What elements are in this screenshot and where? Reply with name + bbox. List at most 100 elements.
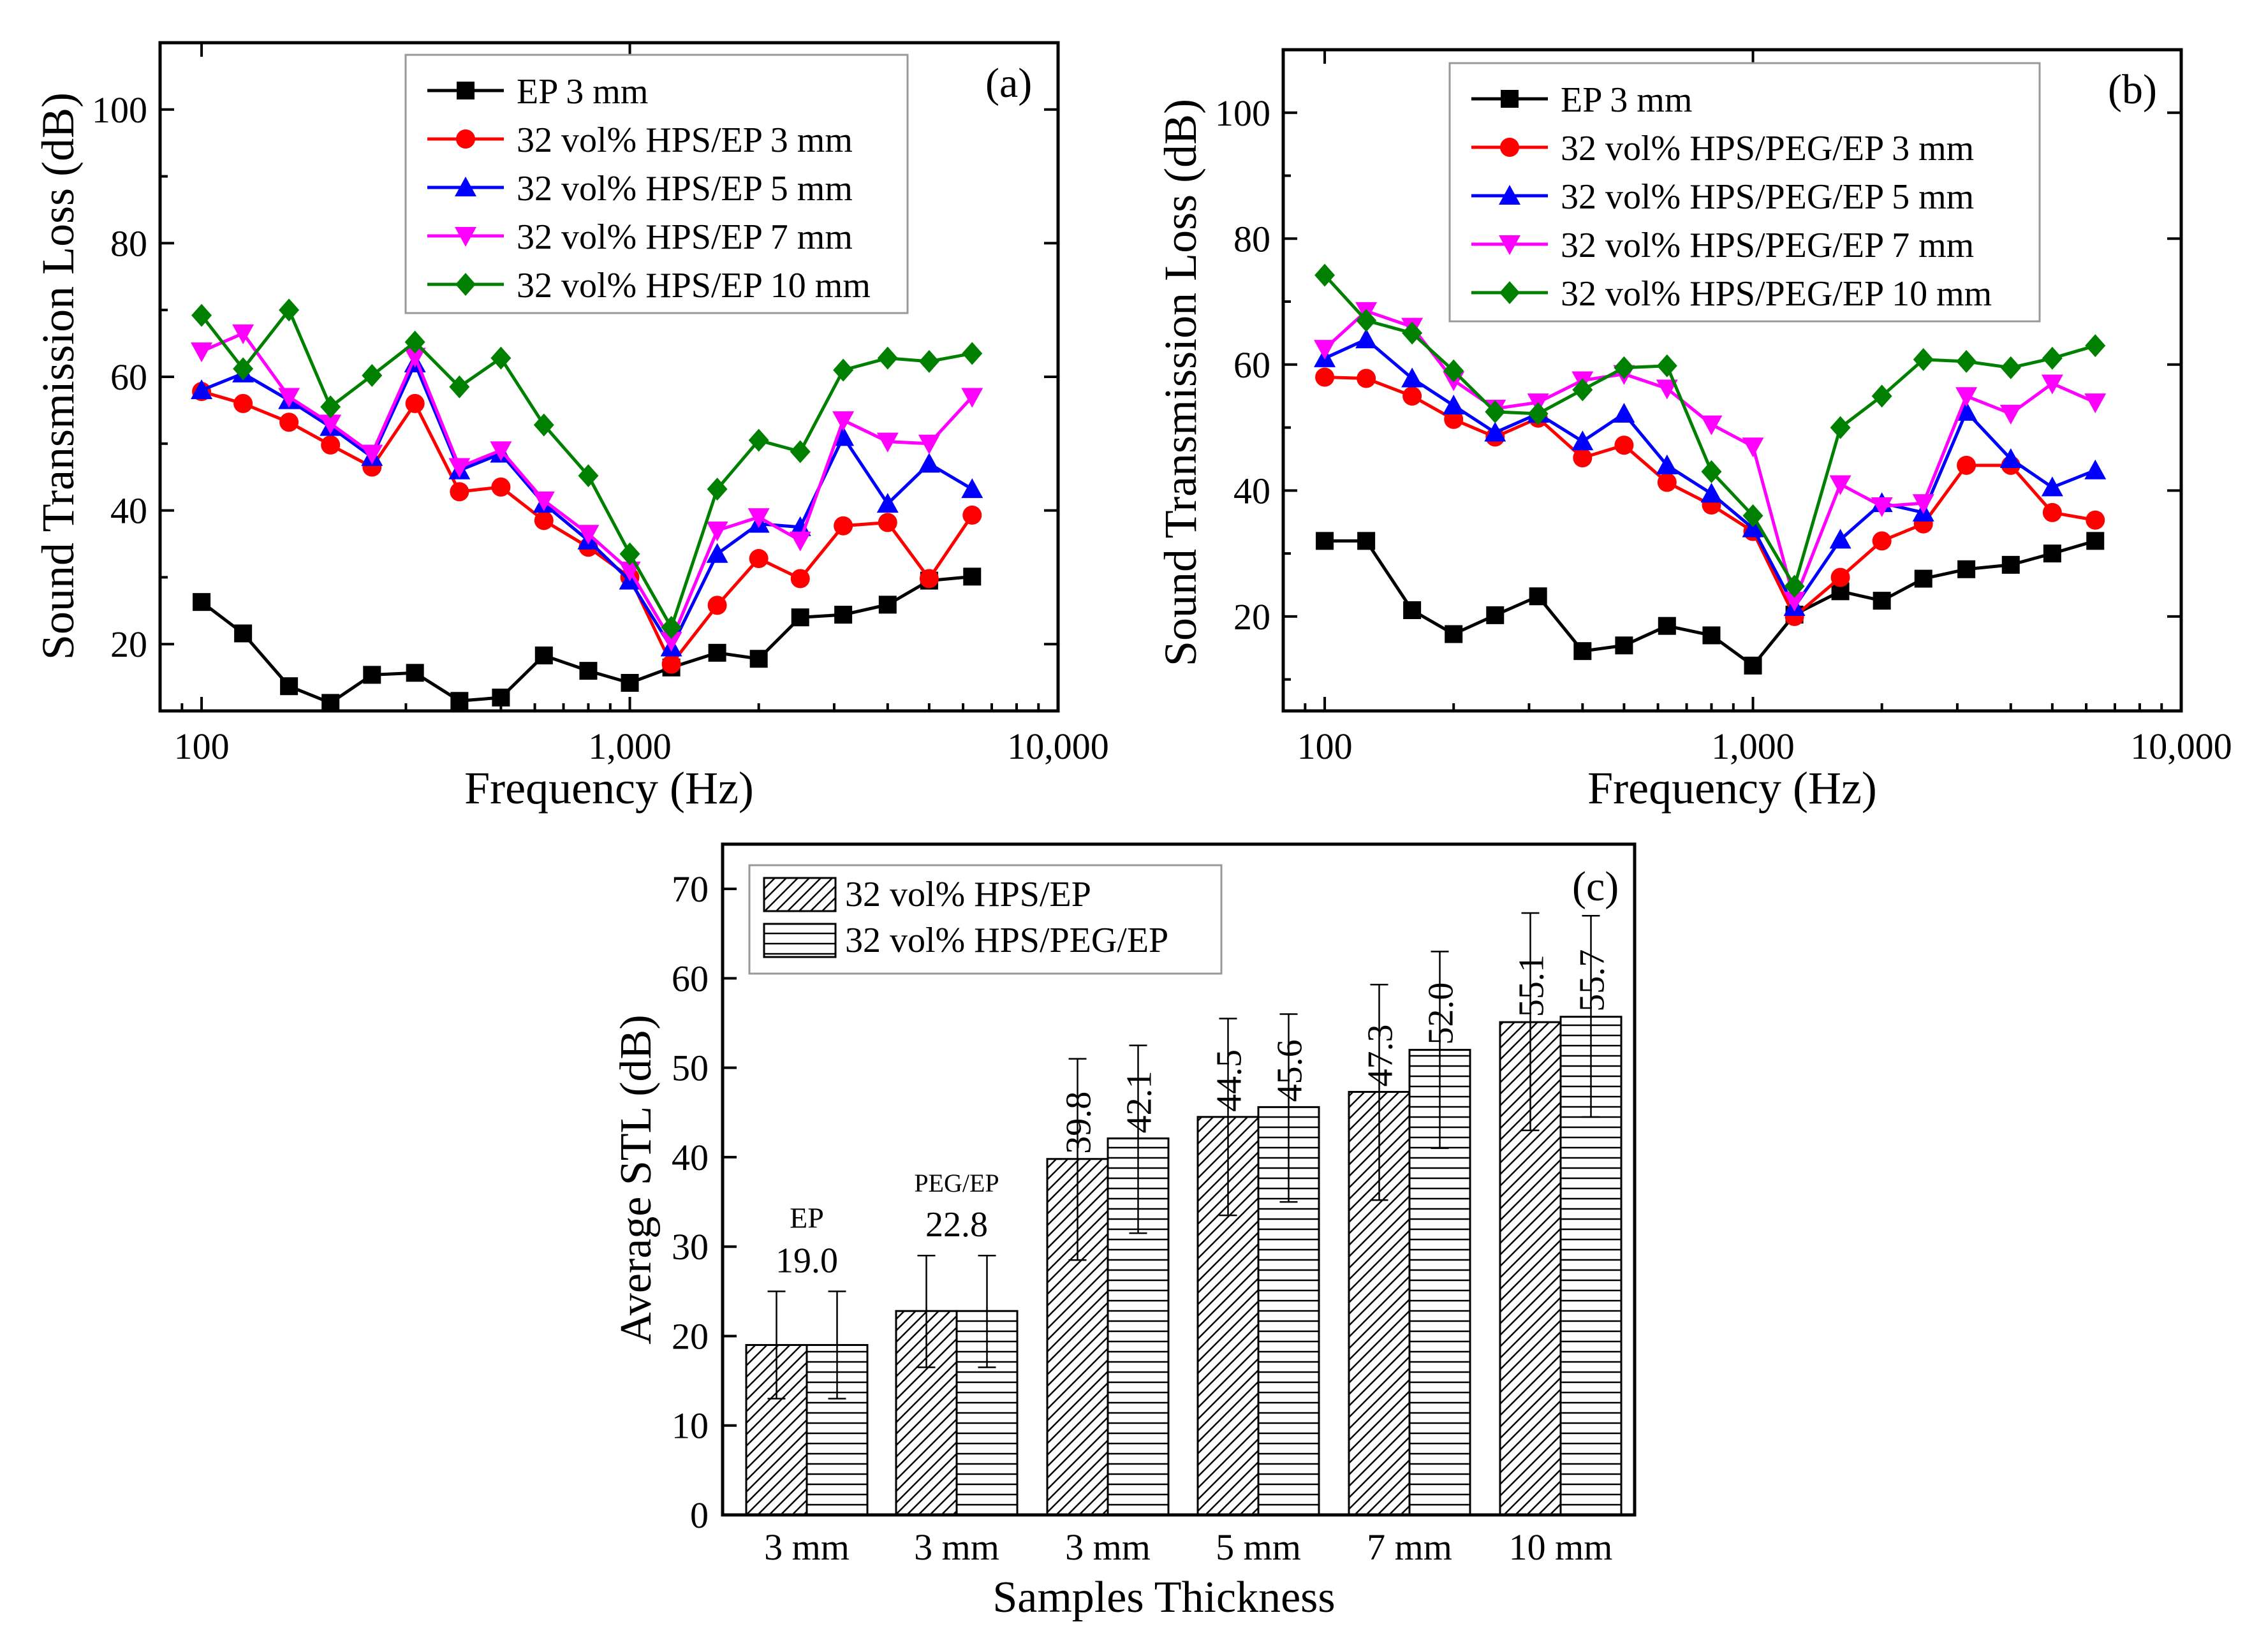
data-point (661, 654, 681, 674)
data-point (2086, 532, 2105, 550)
data-point (191, 379, 213, 399)
panel-a-label: (a) (985, 60, 1032, 106)
data-point (707, 478, 728, 501)
legend-label: 32 vol% HPS/EP 7 mm (517, 217, 853, 257)
data-point (707, 596, 727, 615)
x-tick-label: 3 mm (1065, 1526, 1151, 1568)
panel-a-ylabel: Sound Transmission Loss (dB) (33, 92, 84, 660)
panel-b-line-chart: 20 40 60 80 100 100 1,000 10,000 Frequency (Hz… (1155, 48, 2232, 814)
data-point (1656, 454, 1678, 474)
panel-c-y-axis: 0 10 20 30 40 50 60 70 (672, 868, 737, 1536)
data-point (789, 516, 811, 536)
y-tick-label: 60 (110, 356, 147, 398)
data-point (278, 388, 300, 408)
legend-label: 32 vol% HPS/EP 5 mm (517, 169, 853, 208)
legend-marker (456, 129, 475, 149)
data-point (876, 493, 899, 513)
y-tick-label: 20 (110, 624, 147, 665)
data-point (2085, 334, 2106, 358)
data-point (878, 513, 897, 532)
y-tick-label: 60 (1233, 344, 1270, 386)
data-point (1657, 472, 1677, 492)
data-point (450, 692, 469, 710)
y-tick-label: 0 (690, 1495, 709, 1536)
data-point (579, 662, 598, 680)
data-point (1829, 529, 1851, 549)
data-point (2042, 346, 2063, 370)
data-point (490, 441, 512, 462)
data-point (1401, 367, 1424, 388)
data-point (578, 464, 599, 488)
x-tick-label: 7 mm (1367, 1526, 1452, 1568)
data-point (832, 411, 855, 432)
data-point (1829, 475, 1851, 495)
data-point (619, 542, 640, 566)
data-point (660, 631, 682, 652)
bar-value-label: 45.6 (1270, 1039, 1310, 1102)
data-point (790, 440, 811, 464)
panel-b-legend-items: EP 3 mm 32 vol% HPS/PEG/EP 3 mm 32 vol% HP… (1471, 80, 1992, 314)
data-point (577, 525, 600, 545)
data-point (1830, 567, 1850, 587)
panel-a-y-axis: 20 40 60 80 100 (92, 41, 1058, 712)
data-point (1872, 531, 1892, 551)
data-point (961, 478, 983, 499)
data-point (706, 543, 728, 563)
data-point (878, 596, 897, 614)
data-point (1700, 483, 1723, 503)
panel-c-bars: 39.8 42.1 44.5 45.6 47.3 52.0 55.1 55.7 (745, 912, 1623, 1516)
group-value-label: 19.0 (776, 1241, 838, 1280)
data-point (749, 549, 769, 569)
legend-label: 32 vol% HPS/EP (845, 875, 1091, 914)
data-point (361, 444, 383, 465)
data-point (533, 413, 554, 437)
data-point (404, 330, 425, 354)
bar-value-label: 39.8 (1059, 1092, 1099, 1154)
group-name-label: PEG/EP (914, 1169, 999, 1197)
data-point (2041, 374, 2063, 395)
data-point (661, 616, 682, 639)
data-point (490, 346, 511, 370)
data-point (1957, 560, 1976, 578)
data-point (1486, 606, 1505, 624)
x-tick-label: 100 (1297, 726, 1353, 767)
data-point (834, 606, 853, 624)
data-point (534, 511, 554, 530)
data-point (2041, 476, 2063, 497)
data-point (1357, 369, 1376, 388)
data-point (833, 358, 854, 382)
series-line (1325, 539, 2096, 668)
data-point (1403, 601, 1422, 619)
panel-b-series (1314, 263, 2107, 675)
data-point (1999, 404, 2022, 425)
series-line (201, 359, 973, 651)
data-point (1784, 574, 1805, 598)
legend-label: 32 vol% HPS/PEG/EP 3 mm (1561, 129, 1974, 168)
data-point (1955, 400, 1978, 421)
data-point (1572, 378, 1593, 402)
data-point (790, 569, 810, 588)
legend-marker (457, 82, 475, 99)
panel-c-xlabel: Samples Thickness (992, 1573, 1335, 1622)
data-point (492, 689, 510, 707)
panel-a-legend-items: EP 3 mm 32 vol% HPS/EP 3 mm 32 vol% HPS/EP… (427, 72, 871, 305)
panel-b-ylabel: Sound Transmission Loss (dB) (1155, 99, 1206, 666)
series-line (1323, 309, 2096, 606)
data-point (1614, 435, 1634, 455)
data-point (918, 349, 939, 373)
group-name-label: EP (790, 1201, 824, 1234)
data-point (2000, 356, 2021, 379)
data-point (1484, 421, 1506, 442)
data-point (918, 453, 940, 473)
panel-c-plot-frame (721, 842, 1637, 1517)
bar-value-label: 42.1 (1120, 1071, 1159, 1133)
data-point (1529, 587, 1547, 606)
data-point (2086, 510, 2105, 530)
x-tick-label: 3 mm (764, 1526, 850, 1568)
panel-b-y-axis: 20 40 60 80 100 (1215, 48, 2181, 681)
data-point (708, 643, 726, 662)
data-point (962, 505, 982, 525)
data-point (1956, 349, 1977, 373)
data-point (2001, 555, 2020, 574)
data-point (1744, 656, 1762, 675)
